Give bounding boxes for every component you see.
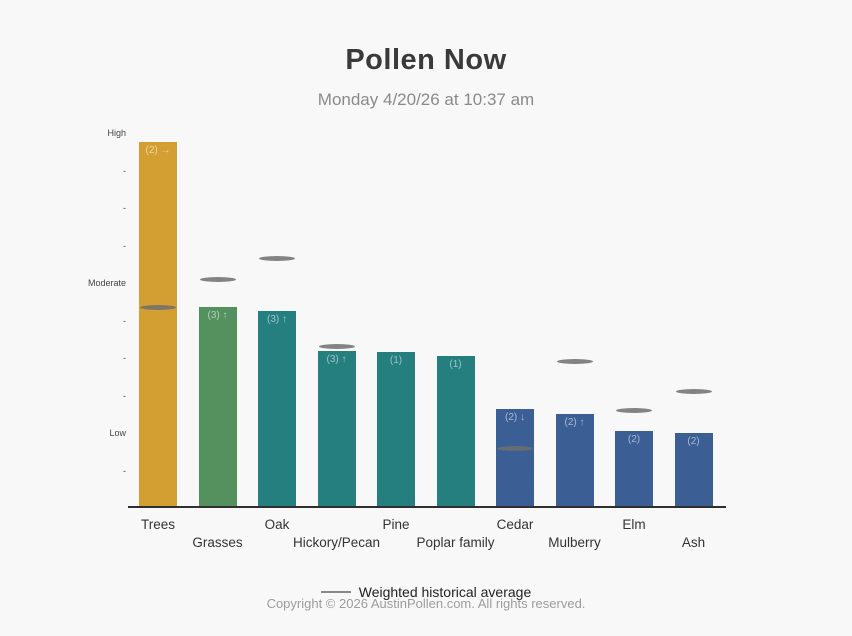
y-axis-tick-dash-9: - <box>123 165 126 176</box>
x-axis-label-oak: Oak <box>264 517 290 532</box>
historical-average-marker-hickory-pecan <box>318 344 355 350</box>
historical-average-line-icon <box>320 591 351 593</box>
historical-average-marker-ash <box>675 389 712 395</box>
x-axis-label-hickory-pecan: Hickory/Pecan <box>292 535 381 550</box>
legend-label: Weighted historical average <box>358 584 532 600</box>
y-axis-tick-moderate: Moderate <box>87 278 126 288</box>
x-axis-label-pine: Pine <box>382 517 410 532</box>
x-axis-label-elm: Elm <box>622 517 646 532</box>
x-axis-label-poplar-family: Poplar family <box>416 535 495 550</box>
historical-average-marker-mulberry <box>556 359 593 365</box>
x-axis-line <box>128 506 726 508</box>
pollen-chart: (2) → (3) ↑ (3) ↑ (3) ↑ (1) (1) (2) ↓ (2) ↑ (2) (… <box>130 133 726 508</box>
bar-value-label: (2) → <box>145 145 171 157</box>
y-axis-tick-dash-1: - <box>123 465 126 476</box>
bar-elm: (2) <box>615 431 653 508</box>
historical-average-marker-trees <box>140 304 176 310</box>
bar-value-label: (2) <box>687 436 700 447</box>
bar-value-label: (3) ↑ <box>267 314 287 326</box>
page-title: Pollen Now <box>345 44 507 76</box>
y-axis-tick-dash-8: - <box>123 203 126 213</box>
bar-value-label: (3) ↑ <box>207 310 228 322</box>
y-axis-tick-low: Low <box>109 428 126 438</box>
x-axis-label-mulberry: Mulberry <box>548 535 601 550</box>
y-axis-tick-dash-5: - <box>123 315 126 326</box>
bar-oak: (3) ↑ <box>258 311 296 508</box>
bar-value-label: (2) ↓ <box>505 411 525 423</box>
y-axis-tick-dash-7: - <box>123 240 126 251</box>
x-axis-label-trees: Trees <box>140 517 175 532</box>
y-axis-tick-dash-3: - <box>123 390 126 401</box>
x-axis-label-cedar: Cedar <box>496 517 534 532</box>
bar-value-label: (1) <box>389 355 403 367</box>
bar-value-label: (2) ↑ <box>564 417 585 429</box>
legend: Weighted historical average <box>0 584 852 600</box>
historical-average-marker-grasses <box>199 276 236 282</box>
bar-pine: (1) <box>377 352 415 508</box>
historical-average-marker-elm <box>616 408 652 413</box>
bar-trees: (2) → <box>139 142 177 508</box>
copyright: Copyright © 2026 AustinPollen.com. All r… <box>266 596 586 611</box>
bar-value-label: (2) <box>627 434 641 446</box>
x-axis-label-ash: Ash <box>681 535 706 550</box>
historical-average-marker-oak <box>259 256 295 262</box>
bar-value-label: (3) ↑ <box>326 353 347 365</box>
x-axis-label-grasses: Grasses <box>192 535 243 550</box>
bar-hickory-pecan: (3) ↑ <box>317 350 356 508</box>
y-axis-tick-dash-4: - <box>123 353 126 363</box>
bar-cedar: (2) ↓ <box>496 408 534 508</box>
bar-poplar-family: (1) <box>436 356 475 508</box>
bar-grasses: (3) ↑ <box>198 307 237 508</box>
historical-average-marker-cedar <box>497 445 533 451</box>
y-axis-tick-high: High <box>107 128 126 138</box>
bar-mulberry: (2) ↑ <box>555 414 594 508</box>
bar-value-label: (1) <box>449 359 462 371</box>
page-subtitle: Monday 4/20/26 at 10:37 am <box>317 90 535 109</box>
bar-ash: (2) <box>674 433 713 508</box>
